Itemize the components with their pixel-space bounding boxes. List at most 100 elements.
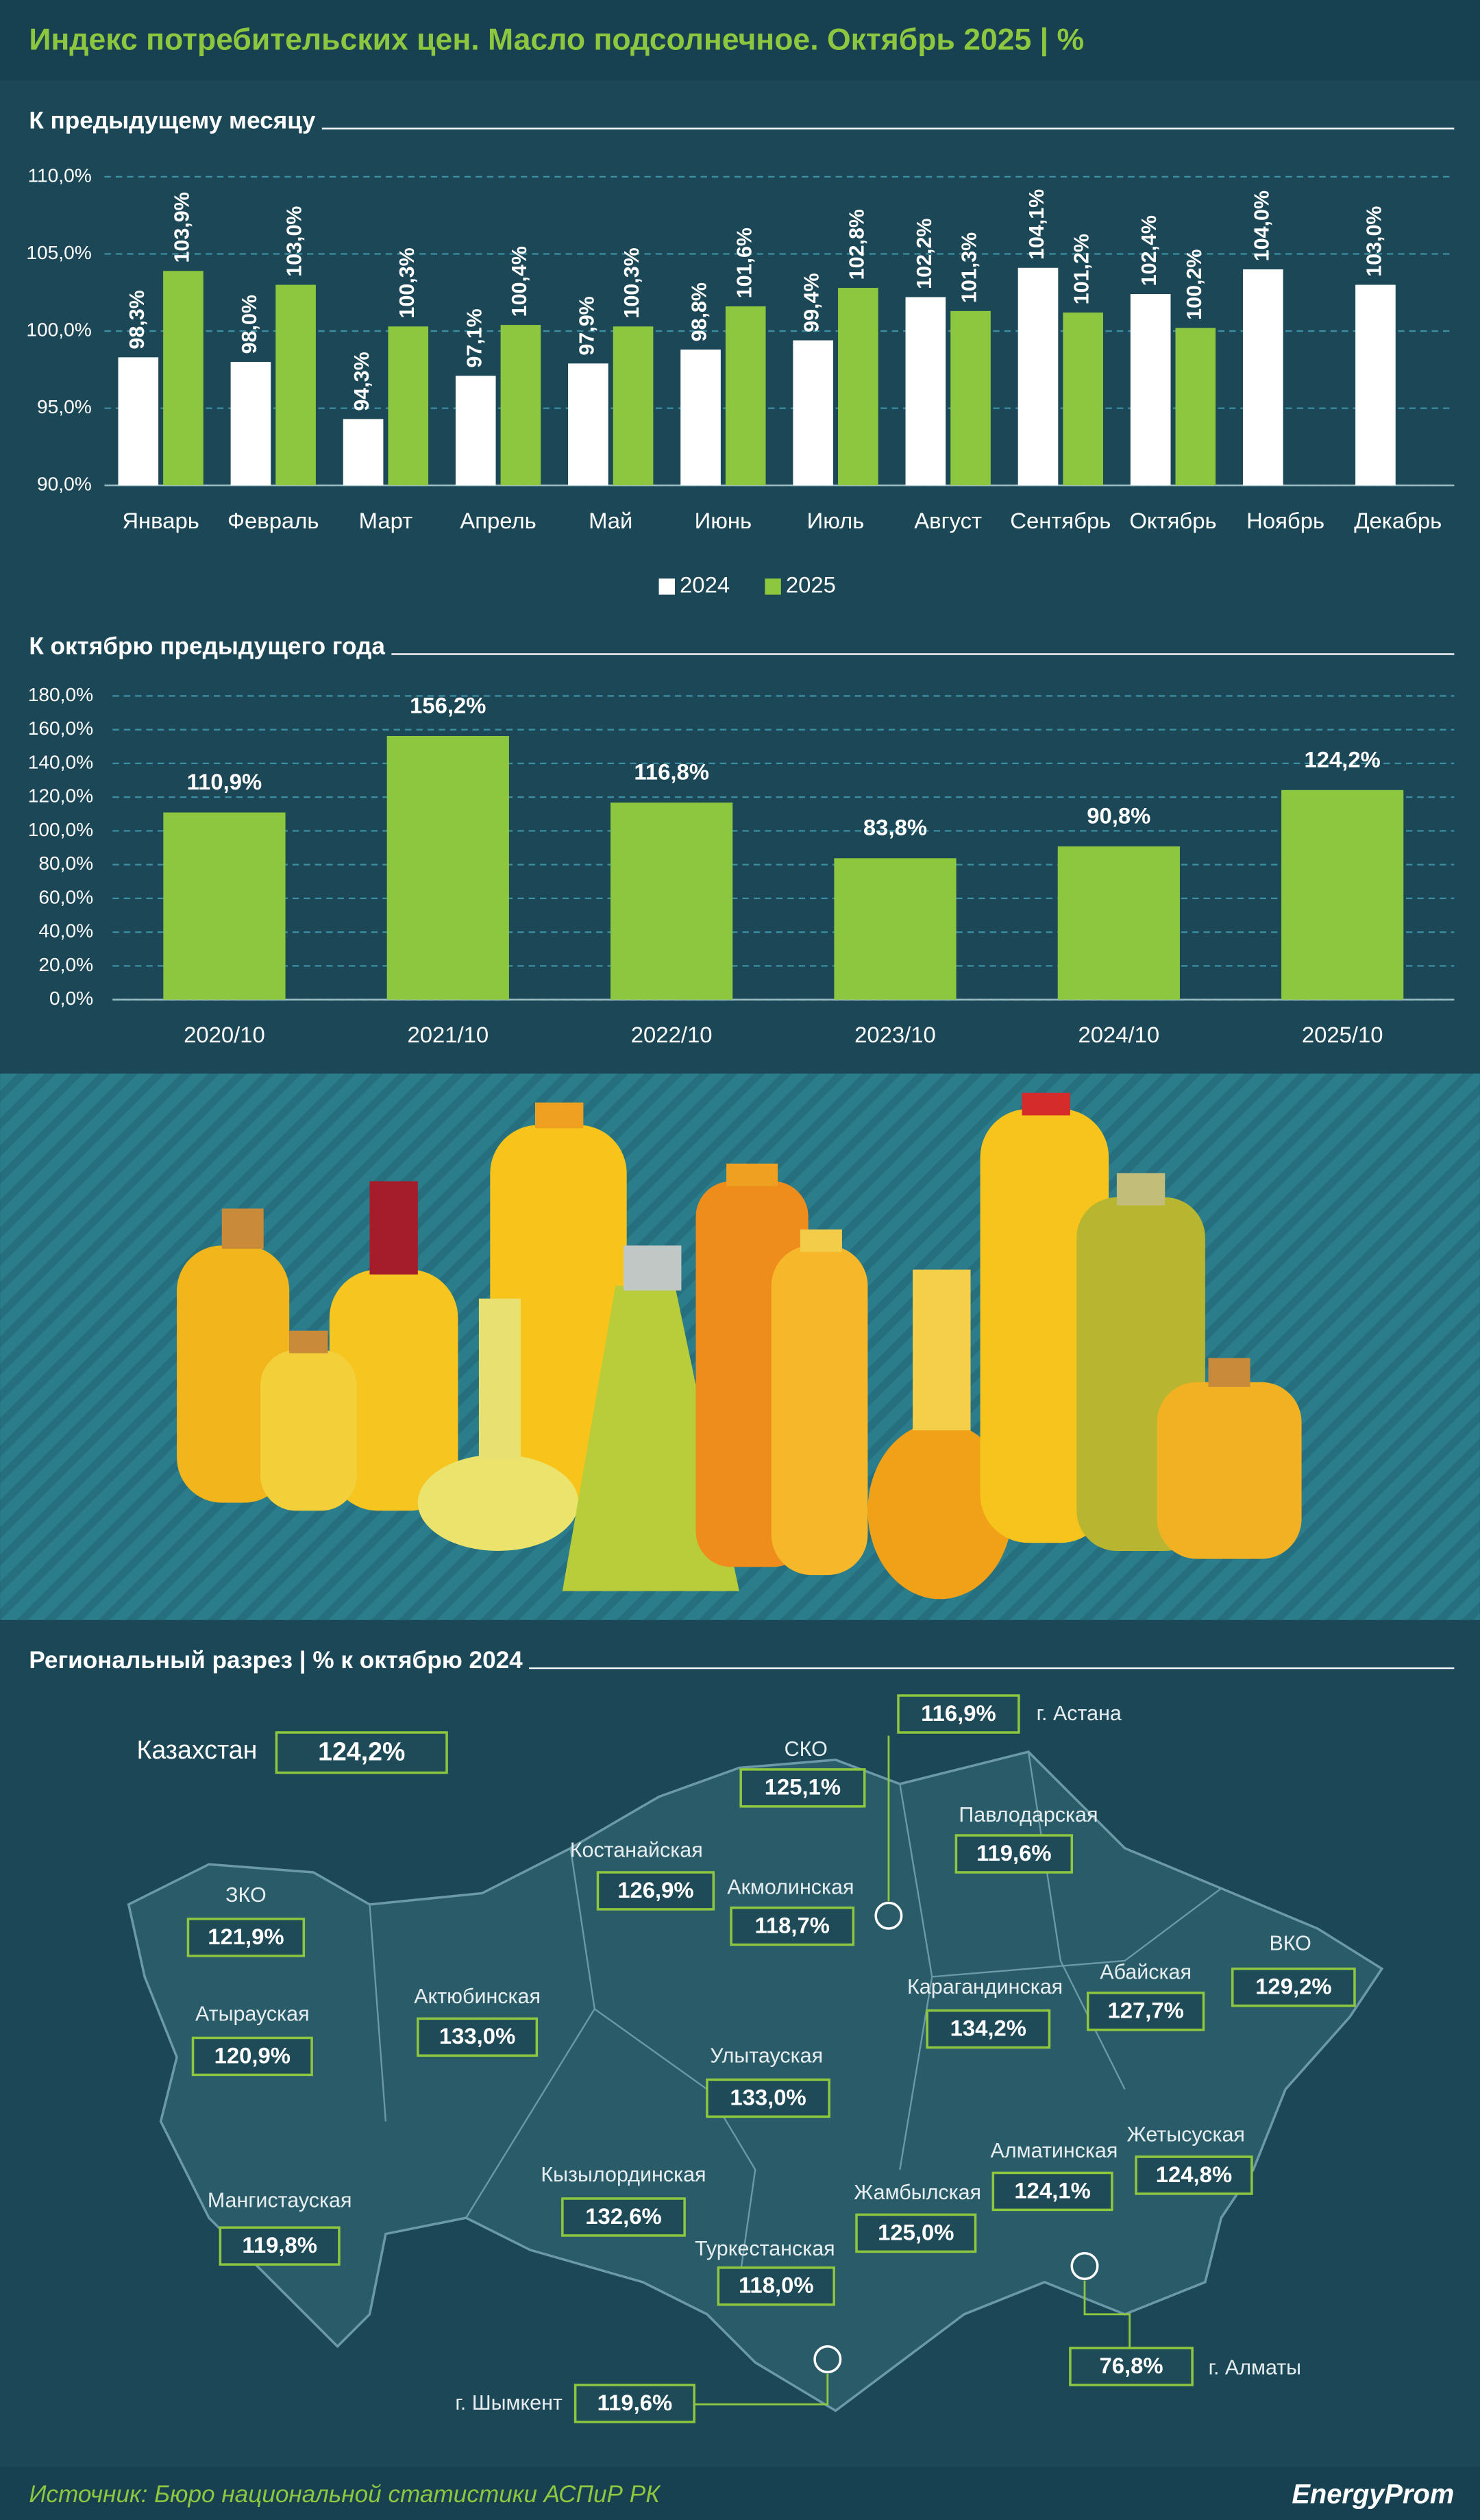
x-tick-label: Август	[914, 508, 982, 533]
bar	[680, 350, 721, 486]
region-value: 133,0%	[730, 2084, 806, 2109]
region-name: Алматинская	[991, 2139, 1118, 2162]
bar	[610, 803, 733, 1000]
region-value: 133,0%	[439, 2023, 515, 2048]
region-value-box	[186, 1918, 306, 1957]
region-name: ВКО	[1269, 1932, 1311, 1955]
region-name: ЗКО	[225, 1883, 267, 1907]
region-value-box	[954, 1834, 1074, 1874]
bar	[163, 812, 286, 1000]
x-tick-label: Декабрь	[1354, 508, 1442, 533]
bar	[1242, 269, 1283, 486]
region-value-box	[926, 2009, 1051, 2049]
y-tick-label: 100,0%	[28, 819, 93, 840]
x-tick-label: Сентябрь	[1010, 508, 1111, 533]
value-label: 103,9%	[170, 192, 193, 262]
value-label: 102,4%	[1137, 215, 1161, 286]
bar	[838, 288, 878, 486]
region-value-box	[417, 2017, 539, 2057]
value-label: 97,9%	[575, 296, 598, 355]
y-tick-label: 100,0%	[26, 319, 91, 341]
bar	[500, 325, 541, 486]
region-value: 116,9%	[921, 1700, 996, 1726]
region-name: г. Алматы	[1209, 2356, 1302, 2380]
region-value-box	[1231, 1967, 1356, 2007]
x-tick-label: Февраль	[227, 508, 319, 533]
bar	[1063, 313, 1103, 486]
value-label: 100,3%	[620, 247, 643, 318]
region-value-box	[706, 2078, 830, 2118]
bar	[613, 326, 654, 486]
city-pins	[813, 1901, 1099, 2374]
bar	[1355, 284, 1396, 486]
region-value-box	[1069, 2347, 1194, 2386]
bar	[118, 357, 159, 486]
bar	[275, 284, 316, 486]
region-value-box	[717, 2266, 835, 2306]
y-tick-label: 120,0%	[28, 785, 93, 807]
bar	[1175, 328, 1216, 486]
y-tick-label: 90,0%	[37, 474, 92, 495]
region-value-box	[596, 1871, 715, 1911]
bar	[725, 306, 766, 486]
y-tick-label: 20,0%	[38, 954, 93, 975]
region-name: Жамбылская	[854, 2181, 981, 2204]
legend-label: 2024	[680, 572, 730, 598]
value-label: 100,4%	[508, 246, 531, 317]
region-name: Кызылординская	[541, 2163, 706, 2186]
value-label: 101,3%	[958, 232, 981, 303]
section-title: К октябрю предыдущего года	[29, 633, 385, 659]
region-value: 127,7%	[1107, 1998, 1183, 2023]
value-label: 101,6%	[732, 228, 756, 298]
region-name: Абайская	[1100, 1961, 1192, 1984]
x-tick-label: 2020/10	[184, 1022, 265, 1047]
region-borders	[369, 1751, 1222, 2283]
legend-swatch	[658, 578, 676, 595]
region-value: 132,6%	[585, 2203, 661, 2229]
value-label: 83,8%	[863, 815, 927, 840]
region-name: Павлодарская	[959, 1803, 1098, 1826]
x-tick-label: Март	[359, 508, 413, 533]
x-tick-label: Апрель	[460, 508, 536, 533]
region-value: 129,2%	[1255, 1973, 1331, 1998]
footer-bar	[0, 2467, 1480, 2520]
x-tick-label: Ноябрь	[1246, 508, 1324, 533]
y-tick-label: 105,0%	[26, 242, 91, 263]
region-value: 124,2%	[318, 1737, 405, 1765]
x-tick-label: Январь	[122, 508, 199, 533]
region-value: 134,2%	[950, 2015, 1026, 2040]
region-value-box	[1086, 1992, 1205, 2031]
region-name: Улытауская	[710, 2044, 823, 2068]
source: Источник: Бюро национальной статистики А…	[29, 2481, 661, 2508]
bar	[793, 340, 834, 486]
value-label: 104,1%	[1025, 189, 1048, 260]
bar	[834, 858, 957, 1000]
value-label: 98,8%	[688, 282, 711, 341]
region-name: Жетысуская	[1127, 2123, 1245, 2146]
region-value: 124,1%	[1014, 2177, 1090, 2203]
connectors	[691, 1735, 1131, 2406]
value-label: 97,1%	[463, 308, 486, 367]
y-tick-label: 40,0%	[38, 920, 93, 942]
region-value: 118,0%	[739, 2273, 814, 2298]
page-title: Индекс потребительских цен. Масло подсол…	[29, 23, 1084, 58]
x-tick-label: Май	[589, 508, 632, 533]
region-value: 119,8%	[242, 2232, 317, 2258]
value-label: 104,0%	[1250, 191, 1273, 261]
region-value-box	[561, 2197, 686, 2237]
region-value-box	[1135, 2155, 1253, 2195]
bar	[568, 363, 608, 486]
value-label: 94,3%	[350, 352, 373, 411]
x-tick-label: 2023/10	[854, 1022, 936, 1047]
region-value-box	[219, 2226, 341, 2266]
bar	[1018, 267, 1059, 486]
value-label: 102,8%	[845, 209, 868, 280]
value-label: 124,2%	[1305, 746, 1381, 772]
region-value-box	[739, 1768, 866, 1808]
value-label: 103,0%	[283, 206, 306, 276]
region-value: 118,7%	[754, 1912, 830, 1937]
bottles-illustration	[177, 1092, 1302, 1600]
x-tick-label: Октябрь	[1129, 508, 1216, 533]
value-label: 103,0%	[1363, 206, 1386, 276]
